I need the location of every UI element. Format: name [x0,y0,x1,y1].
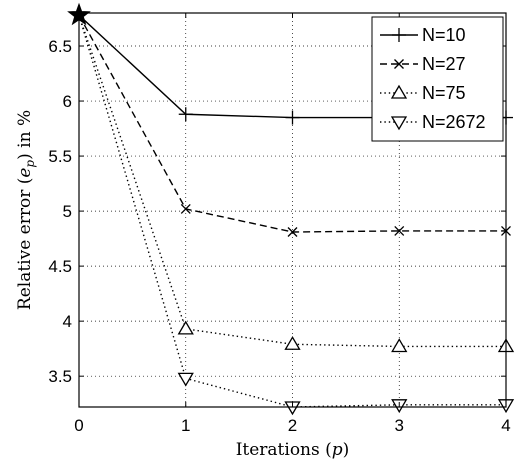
legend-label: N=27 [422,54,466,74]
legend-marker [394,59,404,69]
y-tick-label: 5 [63,202,72,221]
x-tick-label: 3 [395,416,404,435]
legend-marker [390,116,408,131]
data-point [177,320,194,335]
y-tick-label: 6 [63,92,72,111]
data-point [287,227,298,237]
y-tick-label: 5.5 [48,147,72,166]
legend-marker [390,84,408,99]
x-axis-title: Iterations (p) [236,440,350,460]
x-tick-label: 2 [288,416,297,435]
data-point [178,107,193,122]
legend: N=10 N=27 N=75 N=2672 [371,16,504,142]
legend-entry: N=27 [380,54,466,74]
series-n-27 [78,14,511,237]
y-axis-title: Relative error (ep) in % [15,110,37,310]
data-point [394,225,405,236]
x-tick-label: 1 [181,416,190,435]
legend-label: N=75 [422,83,466,103]
data-point [180,203,191,214]
y-tick-label: 4 [63,312,72,331]
tick-labels: 0 1 2 3 4 3.5 4 4.5 5 5.5 6 6.5 [48,37,510,435]
series-n-75 [78,14,515,353]
data-point [285,110,300,125]
data-point [177,372,194,387]
legend-marker [392,28,406,42]
y-tick-label: 6.5 [48,37,72,56]
y-tick-label: 4.5 [48,257,72,276]
legend-label: N=10 [422,25,466,45]
legend-label: N=2672 [422,112,486,132]
data-point [391,338,408,353]
series-line [78,14,506,348]
y-tick-label: 3.5 [48,367,72,386]
data-point [284,335,301,350]
legend-entry: N=75 [380,83,466,103]
x-tick-label: 0 [74,416,83,435]
legend-entry: N=2672 [380,112,486,132]
legend-entry: N=10 [380,25,466,45]
x-tick-label: 4 [501,416,510,435]
